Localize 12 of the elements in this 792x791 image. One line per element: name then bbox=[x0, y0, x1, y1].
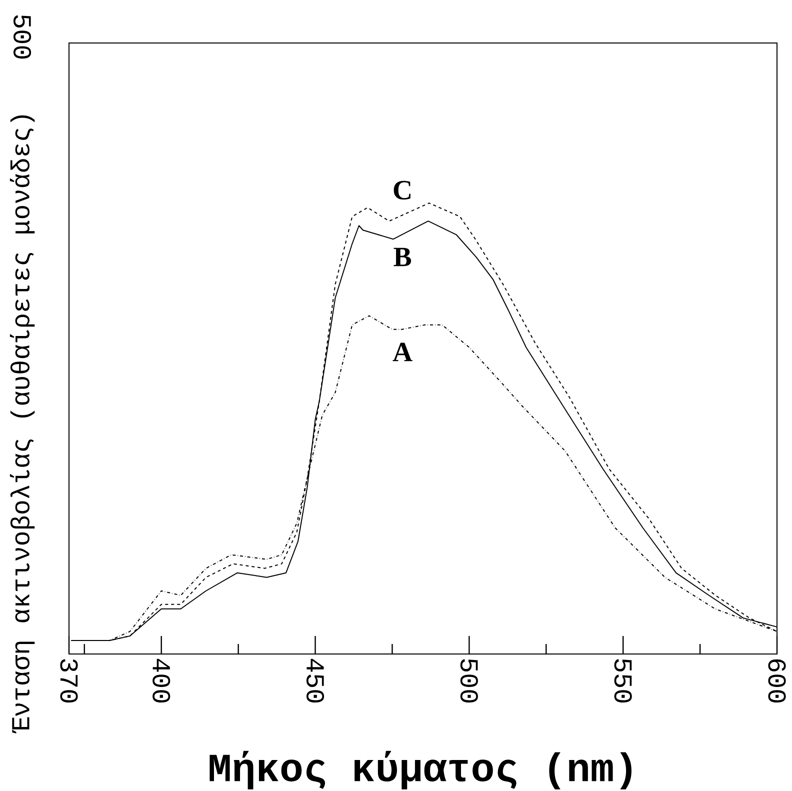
x-tick-label: 370 bbox=[60, 659, 78, 703]
x-tick-label: 550 bbox=[614, 659, 632, 703]
series-label: B bbox=[394, 248, 412, 266]
series-label: A bbox=[392, 342, 412, 362]
x-tick-label: 500 bbox=[460, 659, 478, 703]
x-tick-label: 600 bbox=[768, 659, 786, 703]
x-axis-title: Μήκος κύματος (nm) bbox=[210, 750, 632, 790]
series-label: C bbox=[394, 180, 410, 200]
text: 500 bbox=[13, 15, 32, 59]
x-tick-label: 450 bbox=[306, 658, 324, 703]
y-axis-title: Ένταση ακτινοβολίας (αυθαίρετες μονάδες) bbox=[10, 115, 35, 734]
x-tick-label: 400 bbox=[152, 658, 170, 703]
